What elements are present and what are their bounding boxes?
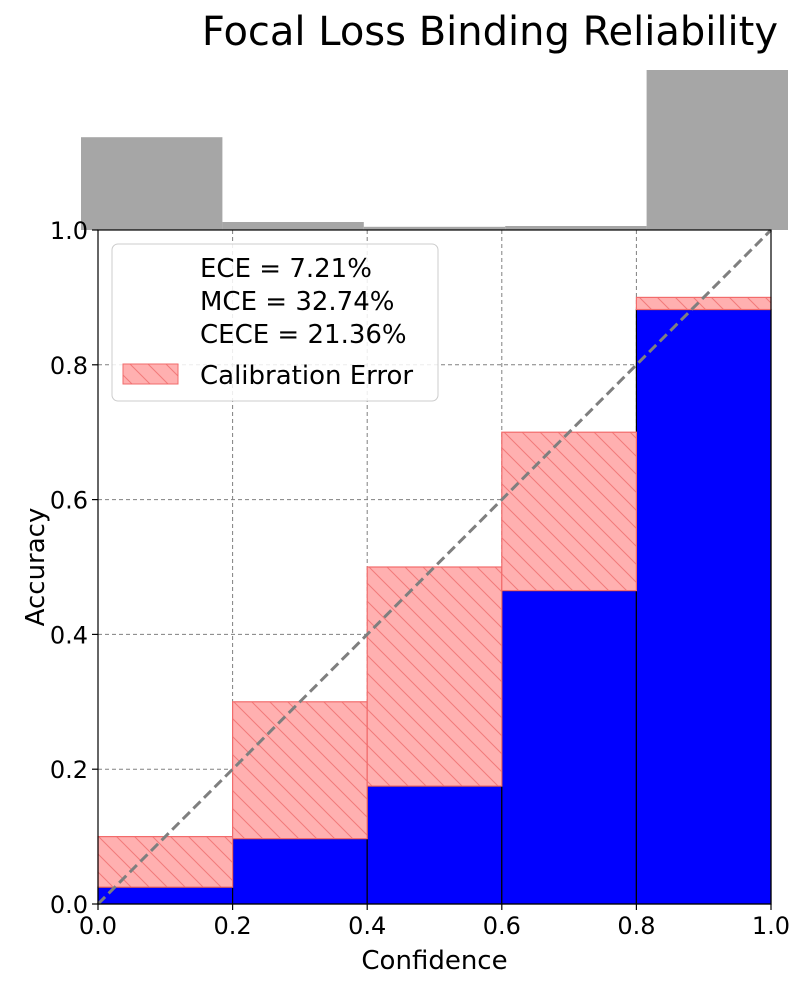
y-axis-ticks: 0.0 0.2 0.4 0.6 0.8 1.0 bbox=[50, 217, 98, 919]
legend-calibration-error: Calibration Error bbox=[200, 361, 413, 391]
confidence-histogram bbox=[81, 70, 788, 230]
accuracy-bar bbox=[97, 886, 234, 905]
accuracy-bar bbox=[635, 308, 772, 905]
histogram-bar bbox=[81, 137, 223, 230]
legend-mce: MCE = 32.74% bbox=[200, 287, 394, 317]
y-tick-label: 0.0 bbox=[50, 891, 88, 919]
accuracy-bar bbox=[366, 785, 503, 905]
plot-frame bbox=[97, 229, 772, 905]
chart-title: Focal Loss Binding Reliability bbox=[202, 9, 778, 55]
histogram-bar bbox=[505, 226, 647, 230]
y-tick-label: 0.4 bbox=[50, 621, 88, 649]
x-axis-ticks: 0.0 0.2 0.4 0.6 0.8 1.0 bbox=[79, 904, 790, 940]
x-tick-label: 0.6 bbox=[483, 912, 521, 940]
x-tick-label: 1.0 bbox=[752, 912, 790, 940]
y-tick-label: 0.6 bbox=[50, 487, 88, 515]
y-tick-label: 1.0 bbox=[50, 217, 88, 245]
legend-box bbox=[111, 243, 439, 402]
perfect-calibration-line bbox=[96, 228, 773, 906]
y-tick-label: 0.8 bbox=[50, 352, 88, 380]
x-tick-label: 0.0 bbox=[79, 912, 117, 940]
y-axis-label: Accuracy bbox=[21, 508, 51, 627]
x-axis-label: Confidence bbox=[361, 946, 507, 976]
accuracy-bar bbox=[501, 589, 637, 905]
histogram-bar bbox=[222, 222, 364, 230]
legend-ece: ECE = 7.21% bbox=[200, 254, 372, 284]
legend-error-swatch bbox=[122, 363, 179, 385]
calibration-error-bar bbox=[501, 431, 637, 592]
accuracy-bars bbox=[97, 308, 772, 905]
calibration-error-bar bbox=[366, 566, 503, 787]
legend-cece: CECE = 21.36% bbox=[200, 320, 407, 350]
x-tick-label: 0.2 bbox=[214, 912, 252, 940]
histogram-bar bbox=[646, 70, 788, 230]
calibration-error-bars bbox=[97, 296, 772, 888]
x-tick-label: 0.4 bbox=[348, 912, 386, 940]
x-tick-label: 0.8 bbox=[617, 912, 655, 940]
histogram-bar bbox=[363, 226, 506, 230]
calibration-error-bar bbox=[232, 701, 368, 840]
legend: ECE = 7.21% MCE = 32.74% CECE = 21.36% C… bbox=[111, 243, 439, 402]
calibration-error-bar bbox=[97, 835, 234, 888]
accuracy-bar bbox=[232, 838, 368, 905]
y-tick-label: 0.2 bbox=[50, 756, 88, 784]
